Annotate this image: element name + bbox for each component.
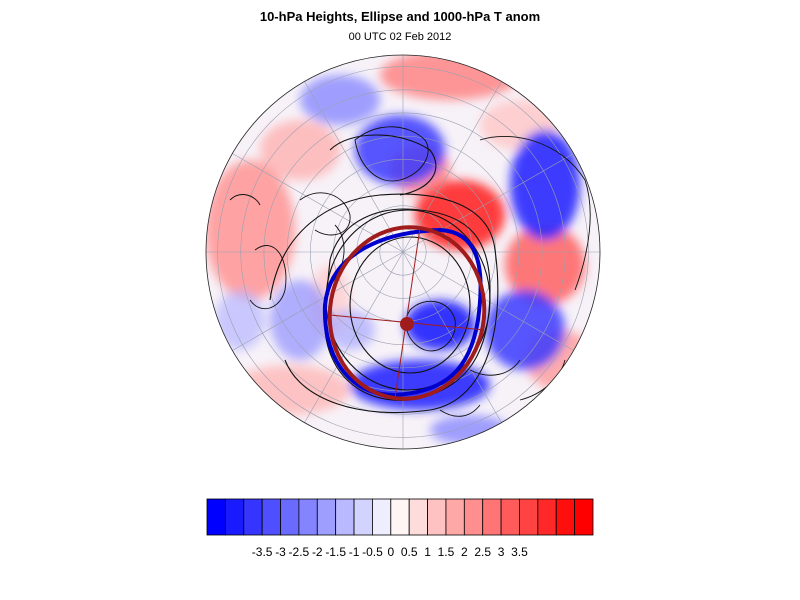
colorbar-swatch [261,498,281,536]
vortex-edge-line [322,227,483,398]
chart-subtitle: 00 UTC 02 Feb 2012 [348,31,452,43]
vortex-ellipse-overlay [322,225,487,401]
colorbar-tick-label: -1 [349,545,360,559]
colorbar-swatch [463,498,484,536]
colorbar-swatch [335,498,355,536]
colorbar-swatch [574,498,594,536]
colorbar-tick-label: 1.5 [438,545,455,559]
colorbar-swatch [206,498,226,536]
colorbar-tick-label: 1 [424,545,431,559]
colorbar-swatch [224,498,245,536]
colorbar-swatch [298,498,318,536]
meridian-line [304,251,404,423]
colorbar-tick-label: 3.5 [511,545,528,559]
colorbar-swatch [390,498,410,536]
meridian-line [402,251,574,351]
ellipse-minor-axis [394,227,421,399]
colorbar-tick-label: -0.5 [362,545,383,559]
ellipse-centroid-dot [400,317,414,331]
colorbar-swatch [519,498,539,536]
colorbar-tick-label: -3 [275,545,286,559]
fitted-ellipse [327,225,487,401]
colorbar-swatch [445,498,465,536]
colorbar-tick-label: -1.5 [325,545,346,559]
colorbar-swatch [243,498,263,536]
colorbar-tick-label: -2.5 [289,545,310,559]
globe-outline [205,54,601,450]
colorbar-tick-label: 0 [387,545,394,559]
colorbar-swatch [427,498,447,536]
colorbar-swatch [537,498,557,536]
colorbar-swatch [353,498,373,536]
chart-title: 10-hPa Heights, Ellipse and 1000-hPa T a… [259,9,541,24]
colorbar-swatch [500,498,520,536]
colorbar-swatch [482,498,502,536]
colorbar-tick-label: 2.5 [474,545,491,559]
meridian-line [402,81,502,253]
colorbar-swatch [555,498,576,536]
colorbar-swatch [372,498,392,536]
colorbar-tick-label: 3 [498,545,505,559]
colorbar-tick-label: 2 [461,545,468,559]
meridian-line [402,153,574,253]
colorbar-tick-label: -2 [312,545,323,559]
meridian-line [232,251,404,351]
meridian-line [304,81,404,253]
colorbar-swatch [316,498,337,536]
colorbar-swatch [280,498,300,536]
colorbar-tick-label: -3.5 [252,545,273,559]
colorbar-swatch [408,498,428,536]
colorbar-tick-label: 0.5 [401,545,418,559]
